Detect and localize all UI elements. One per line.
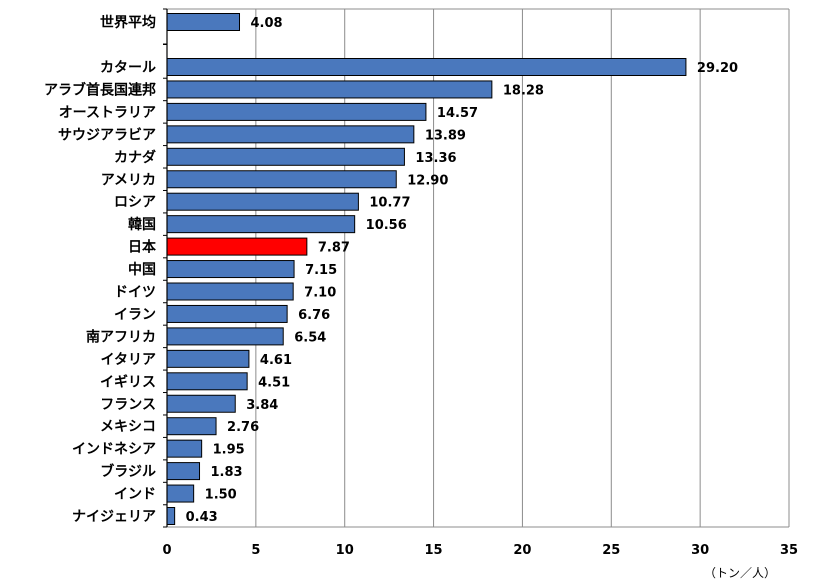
value-label-1: 29.20 bbox=[697, 61, 738, 76]
x-tick-labels: 0 5 10 15 20 25 30 35 bbox=[162, 543, 798, 558]
value-label-2: 18.28 bbox=[503, 83, 544, 98]
value-label-14: 4.61 bbox=[260, 353, 292, 368]
value-label-9: 7.87 bbox=[318, 241, 350, 256]
bar-12 bbox=[166, 304, 288, 323]
x-tick-label-20: 20 bbox=[513, 543, 531, 558]
value-label-4: 13.89 bbox=[425, 128, 466, 143]
value-label-17: 2.76 bbox=[227, 420, 259, 435]
bar-18 bbox=[166, 439, 203, 458]
category-label-15: イギリス bbox=[100, 373, 156, 390]
category-label-19: ブラジル bbox=[100, 463, 156, 480]
bar-7 bbox=[166, 192, 359, 211]
bar-5 bbox=[166, 147, 405, 166]
bar-19 bbox=[166, 462, 201, 481]
category-label-7: ロシア bbox=[114, 195, 156, 211]
bar-14 bbox=[166, 349, 250, 368]
category-label-8: 韓国 bbox=[128, 216, 156, 233]
value-label-21: 0.43 bbox=[186, 510, 218, 525]
value-label-20: 1.50 bbox=[205, 488, 237, 503]
value-label-6: 12.90 bbox=[407, 173, 448, 188]
x-tick-label-25: 25 bbox=[602, 543, 620, 558]
category-label-17: メキシコ bbox=[100, 419, 156, 435]
value-label-11: 7.10 bbox=[304, 286, 336, 301]
bar-10 bbox=[166, 260, 295, 279]
bar-8 bbox=[166, 215, 356, 234]
bar-1 bbox=[166, 58, 687, 76]
value-label-18: 1.95 bbox=[213, 443, 245, 458]
bar-20 bbox=[166, 484, 195, 503]
value-label-19: 1.83 bbox=[211, 465, 243, 480]
x-tick-label-30: 30 bbox=[691, 543, 709, 558]
value-label-0: 4.08 bbox=[251, 16, 283, 31]
bar-0 bbox=[166, 13, 241, 31]
bar-15 bbox=[166, 372, 248, 391]
x-tick-label-5: 5 bbox=[251, 543, 260, 558]
x-tick-label-10: 10 bbox=[336, 543, 354, 558]
x-tick-label-15: 15 bbox=[425, 543, 443, 558]
category-label-10: 中国 bbox=[128, 261, 156, 278]
bar-4 bbox=[166, 125, 415, 144]
x-tick-label-0: 0 bbox=[162, 543, 171, 558]
bars bbox=[166, 13, 687, 525]
category-label-1: カタール bbox=[100, 60, 156, 76]
value-label-10: 7.15 bbox=[305, 263, 337, 278]
value-label-3: 14.57 bbox=[437, 106, 478, 121]
value-label-5: 13.36 bbox=[415, 151, 456, 166]
category-label-11: ドイツ bbox=[114, 285, 156, 301]
bar-6 bbox=[166, 170, 397, 189]
axes bbox=[163, 8, 168, 528]
category-label-3: オーストラリア bbox=[59, 105, 156, 121]
category-label-5: カナダ bbox=[114, 149, 156, 166]
value-label-8: 10.56 bbox=[366, 218, 407, 233]
bar-9 bbox=[166, 237, 308, 256]
bar-16 bbox=[166, 394, 236, 413]
unit-label: （トン／人） bbox=[704, 566, 776, 580]
value-label-12: 6.76 bbox=[298, 308, 330, 323]
value-label-15: 4.51 bbox=[258, 375, 290, 390]
category-label-6: アメリカ bbox=[101, 172, 156, 188]
x-tick-label-35: 35 bbox=[780, 543, 798, 558]
category-label-9: 日本 bbox=[128, 239, 157, 256]
value-label-16: 3.84 bbox=[246, 398, 278, 413]
category-label-0: 世界平均 bbox=[100, 14, 156, 31]
category-label-16: フランス bbox=[100, 397, 156, 413]
bar-2 bbox=[166, 80, 493, 99]
bar-3 bbox=[166, 102, 427, 121]
category-label-2: アラブ首長国連邦 bbox=[44, 81, 156, 98]
value-labels: 4.08 29.20 18.28 14.57 13.89 13.36 12.90 10.77 1… bbox=[186, 16, 738, 525]
category-label-21: ナイジェリア bbox=[72, 509, 156, 525]
bar-11 bbox=[166, 282, 294, 301]
category-label-20: インド bbox=[114, 487, 156, 503]
category-label-12: イラン bbox=[114, 307, 156, 323]
bar-13 bbox=[166, 327, 284, 346]
category-label-13: 南アフリカ bbox=[86, 328, 156, 345]
category-labels: 世界平均カタールアラブ首長国連邦オーストラリアサウジアラビアカナダアメリカロシア… bbox=[44, 14, 157, 525]
category-label-14: イタリア bbox=[101, 352, 156, 368]
category-label-4: サウジアラビア bbox=[58, 127, 156, 143]
value-label-7: 10.77 bbox=[369, 196, 410, 211]
bar-17 bbox=[166, 417, 217, 436]
category-label-18: インドネシア bbox=[72, 442, 156, 458]
value-label-13: 6.54 bbox=[294, 330, 326, 345]
bar-21 bbox=[166, 507, 176, 525]
